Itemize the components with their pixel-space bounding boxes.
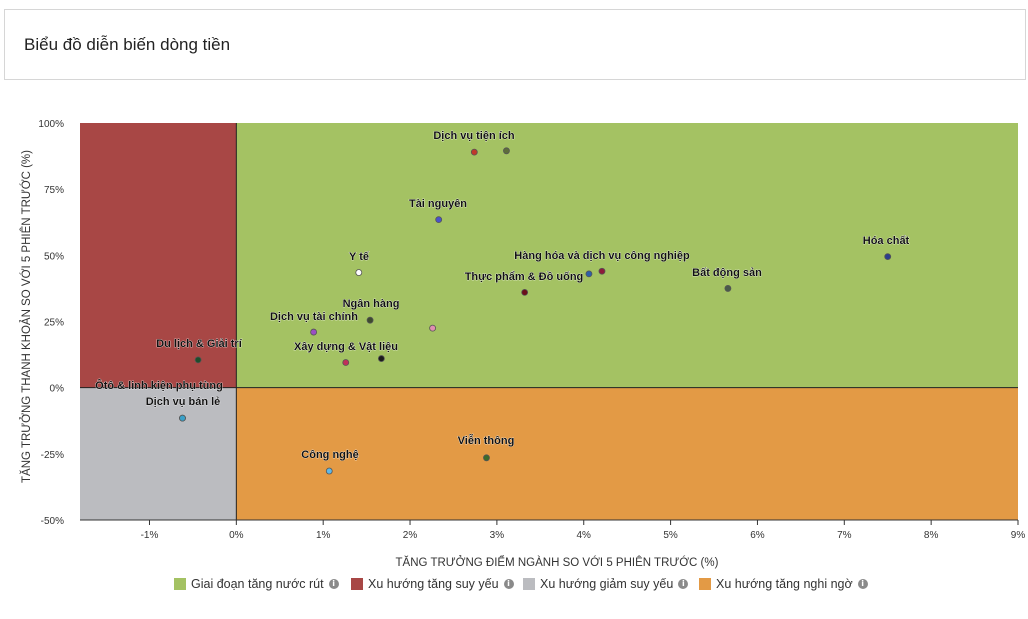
quadrant-top-left [80, 123, 237, 388]
point-label: Công nghệ [301, 449, 358, 461]
y-tick-label: 25% [44, 318, 64, 329]
chart-header: Biểu đồ diễn biến dòng tiền [4, 9, 1026, 80]
point-label: Y tế [349, 251, 370, 263]
data-point [435, 216, 443, 224]
x-tick-label: 7% [837, 530, 852, 541]
y-axis-label: TĂNG TRƯỞNG THANH KHOẢN SO VỚI 5 PHIÊN T… [20, 150, 33, 483]
data-point [470, 148, 478, 156]
data-point [429, 324, 437, 332]
point-label: Dịch vụ bán lẻ [146, 396, 221, 408]
x-tick-label: -1% [141, 530, 159, 541]
y-tick-label: 50% [44, 251, 64, 262]
data-point [483, 454, 490, 462]
info-icon[interactable]: i [678, 579, 689, 589]
point-label: Viễn thông [458, 434, 515, 447]
data-point [366, 316, 374, 324]
point-label: Tài nguyên [409, 198, 467, 210]
data-point [179, 414, 186, 422]
x-tick-label: 2% [403, 530, 418, 541]
point-label: Hàng hóa và dịch vụ công nghiệp [514, 250, 690, 262]
x-tick-label: 4% [577, 530, 592, 541]
legend-label: Xu hướng tăng suy yếu [368, 577, 499, 591]
point-label: Xây dựng & Vật liệu [294, 341, 398, 353]
x-tick-label: 6% [750, 530, 765, 541]
legend-label: Giai đoạn tăng nước rút [191, 577, 324, 591]
point-label: Ôtô & linh kiện phụ tùng [95, 379, 223, 392]
legend-label: Xu hướng tăng nghi ngờ [716, 577, 853, 591]
legend-swatch-red [351, 578, 363, 590]
legend-item-red[interactable]: Xu hướng tăng suy yếu i [351, 577, 514, 591]
y-tick-label: 75% [44, 185, 64, 196]
x-axis-label: TĂNG TRƯỞNG ĐIỂM NGÀNH SO VỚI 5 PHIÊN TR… [396, 556, 719, 569]
y-tick-label: 0% [50, 384, 65, 395]
point-label: Du lịch & Giải trí [156, 338, 243, 350]
data-point [724, 285, 732, 292]
x-tick-label: 1% [316, 530, 331, 541]
legend-label: Xu hướng giảm suy yếu [540, 577, 674, 591]
quadrant-bottom-left [80, 387, 237, 520]
chart-legend: Giai đoạn tăng nước rút i Xu hướng tăng … [0, 577, 1028, 595]
data-point [310, 328, 318, 336]
info-icon[interactable]: i [503, 579, 514, 589]
legend-swatch-gray [523, 578, 535, 590]
point-label: Bất động sản [692, 267, 762, 279]
legend-swatch-green [174, 578, 186, 590]
data-point [503, 147, 510, 155]
x-tick-label: 3% [490, 530, 505, 541]
quadrant-bottom-right [236, 387, 1019, 520]
x-tick-label: 0% [229, 530, 244, 541]
legend-swatch-orange [699, 578, 711, 590]
info-icon[interactable]: i [857, 579, 868, 589]
data-point [325, 467, 333, 475]
y-tick-label: -50% [41, 516, 64, 527]
point-label: Thực phẩm & Đồ uống [465, 271, 584, 283]
data-point [521, 288, 529, 296]
data-point [598, 267, 606, 275]
page-title: Biểu đồ diễn biến dòng tiền [24, 35, 231, 54]
data-point [342, 359, 350, 366]
legend-item-green[interactable]: Giai đoạn tăng nước rút i [174, 577, 339, 591]
point-label: Ngân hàng [343, 298, 400, 310]
legend-item-gray[interactable]: Xu hướng giảm suy yếu i [523, 577, 689, 591]
point-label: Hóa chất [863, 235, 910, 247]
data-point [377, 355, 385, 362]
data-point [355, 269, 363, 276]
data-point [194, 356, 202, 364]
y-tick-label: 100% [38, 119, 64, 130]
x-tick-label: 8% [924, 530, 939, 541]
y-tick-label: -25% [41, 450, 64, 461]
x-tick-label: 9% [1011, 530, 1026, 541]
point-label: Dịch vụ tài chính [270, 311, 358, 323]
point-label: Dịch vụ tiện ích [433, 130, 515, 142]
info-icon[interactable]: i [328, 579, 339, 589]
data-point [884, 253, 892, 261]
x-tick-label: 5% [663, 530, 678, 541]
legend-item-orange[interactable]: Xu hướng tăng nghi ngờ i [699, 577, 868, 591]
data-point [585, 270, 593, 278]
